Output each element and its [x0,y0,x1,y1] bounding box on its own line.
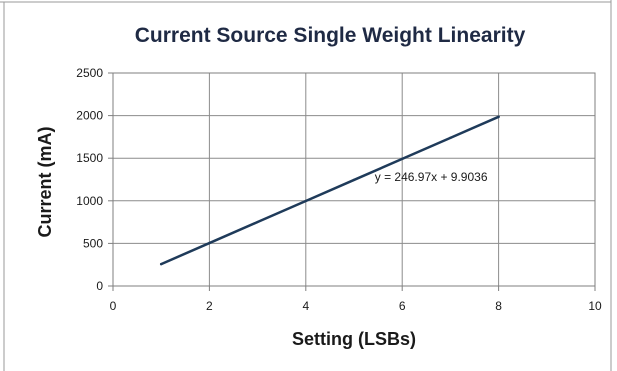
data-point [497,115,500,118]
data-point [352,178,356,182]
y-tick-label: 2500 [76,66,103,80]
plot-area [112,72,596,287]
y-tick-label: 500 [83,236,103,250]
series-layer [159,115,500,266]
data-point [208,241,211,245]
annotations: y = 246.97x + 9.9036 [375,170,488,184]
x-axis-label: Setting (LSBs) [292,329,416,349]
series-line [159,115,500,266]
y-tick-labels: 0 500 1000 1500 2000 2500 [76,66,113,293]
x-tick-label: 10 [588,299,602,313]
y-tick-label: 1500 [76,151,103,165]
trendline-equation: y = 246.97x + 9.9036 [375,170,488,184]
x-tick-label: 0 [110,299,117,313]
data-point [160,262,163,266]
data-point [401,157,404,161]
y-tick-label: 2000 [76,109,103,123]
x-tick-label: 2 [206,299,213,313]
y-tick-label: 1000 [76,194,103,208]
y-tick-label: 0 [96,279,103,293]
gridlines [112,72,596,287]
data-point [256,220,259,224]
x-tick-label: 8 [495,299,502,313]
data-point [304,199,307,203]
x-tick-labels: 0 2 4 6 8 10 [110,286,602,313]
data-point [449,136,452,140]
x-tick-label: 6 [399,299,406,313]
x-tick-label: 4 [302,299,309,313]
y-axis-label: Current (mA) [35,126,55,237]
chart-title: Current Source Single Weight Linearity [135,24,526,47]
